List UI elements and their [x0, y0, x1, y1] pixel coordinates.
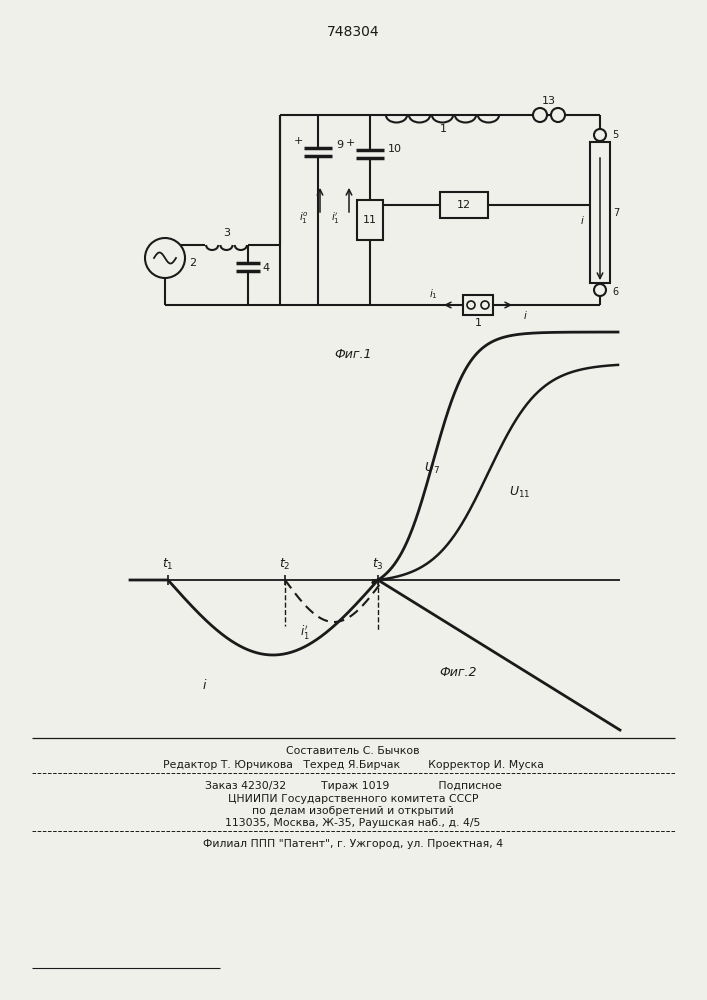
Text: Составитель С. Бычков: Составитель С. Бычков — [286, 746, 420, 756]
Text: 10: 10 — [388, 144, 402, 154]
Bar — [440, 192, 488, 218]
Text: 1: 1 — [474, 318, 481, 328]
Text: $i_1$: $i_1$ — [428, 287, 438, 301]
Text: 5: 5 — [612, 130, 618, 140]
Text: Фиг.2: Фиг.2 — [439, 666, 477, 678]
Bar — [357, 200, 383, 240]
Text: $i$: $i$ — [580, 215, 585, 227]
Text: Заказ 4230/32          Тираж 1019              Подписное: Заказ 4230/32 Тираж 1019 Подписное — [204, 781, 501, 791]
Text: Фиг.1: Фиг.1 — [334, 349, 372, 361]
Circle shape — [594, 284, 606, 296]
Text: $i$: $i$ — [522, 309, 527, 321]
Text: $t_1$: $t_1$ — [162, 556, 174, 572]
Text: 11: 11 — [363, 215, 377, 225]
Text: 9: 9 — [336, 140, 343, 150]
Text: по делам изобретений и открытий: по делам изобретений и открытий — [252, 806, 454, 816]
Text: $i_1'$: $i_1'$ — [300, 623, 310, 641]
Text: $U_7$: $U_7$ — [424, 460, 440, 476]
Text: 3: 3 — [223, 228, 230, 238]
Text: 2: 2 — [189, 258, 196, 268]
Text: 113035, Москва, Ж-35, Раушская наб., д. 4/5: 113035, Москва, Ж-35, Раушская наб., д. … — [226, 818, 481, 828]
Text: $i_1^o$: $i_1^o$ — [299, 210, 309, 226]
Text: $t_3$: $t_3$ — [372, 556, 384, 572]
Text: 13: 13 — [542, 96, 556, 106]
Text: 7: 7 — [613, 208, 619, 218]
Circle shape — [467, 301, 475, 309]
Circle shape — [145, 238, 185, 278]
Text: +: + — [345, 138, 355, 148]
Bar — [463, 295, 493, 315]
Circle shape — [594, 129, 606, 141]
Text: ЦНИИПИ Государственного комитета СССР: ЦНИИПИ Государственного комитета СССР — [228, 794, 478, 804]
Text: +: + — [293, 136, 303, 146]
Text: Филиал ППП "Патент", г. Ужгород, ул. Проектная, 4: Филиал ППП "Патент", г. Ужгород, ул. Про… — [203, 839, 503, 849]
Text: 6: 6 — [612, 287, 618, 297]
Text: 12: 12 — [457, 200, 471, 210]
Circle shape — [481, 301, 489, 309]
Circle shape — [551, 108, 565, 122]
Text: 1: 1 — [440, 124, 447, 134]
Text: 4: 4 — [262, 263, 269, 273]
Text: 748304: 748304 — [327, 25, 380, 39]
Circle shape — [533, 108, 547, 122]
Text: $U_{11}$: $U_{11}$ — [509, 484, 531, 500]
Bar — [590, 142, 610, 283]
Text: Редактор Т. Юрчикова   Техред Я.Бирчак        Корректор И. Муска: Редактор Т. Юрчикова Техред Я.Бирчак Кор… — [163, 760, 544, 770]
Text: $i$: $i$ — [202, 678, 208, 692]
Text: $i_1'$: $i_1'$ — [331, 210, 339, 226]
Text: $t_2$: $t_2$ — [279, 556, 291, 572]
